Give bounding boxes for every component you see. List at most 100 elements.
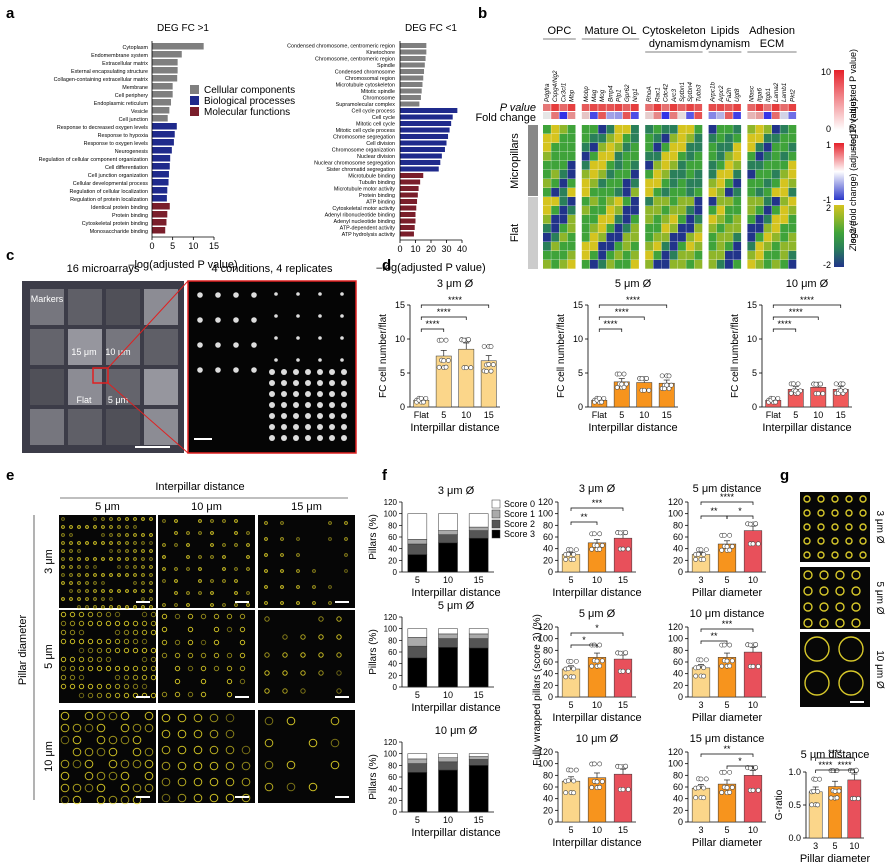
pillar-ring <box>61 549 65 553</box>
pillar-ring <box>69 597 73 601</box>
zscore-cell <box>755 134 764 143</box>
stacked-segment <box>438 633 458 639</box>
pillar-ring <box>239 652 246 659</box>
category-label: Identical protein binding <box>91 205 148 211</box>
x-tick-label: 10 <box>410 244 420 254</box>
y-tick-label: 0 <box>678 692 683 702</box>
pillar-ring <box>213 613 220 620</box>
bar <box>400 205 417 211</box>
pvalue-cell <box>733 104 741 111</box>
bar <box>400 218 416 224</box>
data-point <box>597 546 603 552</box>
pillar-ring <box>803 618 813 628</box>
category-label: Cell cycle <box>372 115 395 121</box>
pillar-ring <box>133 557 137 561</box>
pillar-ring <box>69 533 73 537</box>
gene-label: RhoA <box>646 86 653 102</box>
subplot-title: 15 μm distance <box>690 733 765 745</box>
sig-bracket <box>570 632 624 636</box>
pillar-ring <box>264 616 270 622</box>
x-tick-label: 5 <box>568 825 573 835</box>
pillar-ring <box>859 523 867 531</box>
pillar-ring <box>141 549 145 553</box>
pillar-dot <box>293 435 299 441</box>
data-point <box>668 382 674 388</box>
zscore-cell <box>551 206 560 215</box>
category-label: External encapsulating structure <box>71 69 148 75</box>
microarray-square <box>68 409 102 445</box>
pillar-ring <box>300 652 306 658</box>
pvalue-cell <box>694 104 703 111</box>
pillar-ring <box>96 647 103 654</box>
zscore-cell <box>763 134 772 143</box>
y-axis-title: FC cell number/flat <box>378 314 389 398</box>
stacked-segment <box>407 645 428 659</box>
category-label: Cell cycle process <box>352 109 396 115</box>
zscore-cell <box>669 251 678 260</box>
pillar-ring <box>61 525 65 529</box>
zscore-cell <box>788 143 797 152</box>
zscore-cell <box>755 170 764 179</box>
zscore-cell <box>678 125 686 134</box>
zscore-cell <box>543 143 551 152</box>
zscore-cell <box>567 170 576 179</box>
zscore-cell <box>559 260 568 269</box>
data-point <box>597 663 603 669</box>
zscore-cell <box>669 215 678 224</box>
panel-e-title: Interpillar distance <box>155 481 244 493</box>
data-point <box>617 371 622 377</box>
pillar-ring <box>84 783 94 793</box>
pillar-ring <box>85 541 89 545</box>
category-label: Endoplasmic reticulum <box>94 101 149 107</box>
zscore-cell <box>763 179 772 188</box>
pillar-ring <box>77 549 81 553</box>
pillar-ring <box>84 747 94 757</box>
data-point <box>698 547 704 553</box>
x-tick-label: 5 <box>619 410 624 420</box>
pvalue-cell <box>678 104 686 111</box>
zscore-cell <box>622 251 631 260</box>
pillar-ring <box>209 761 219 771</box>
pillar-ring <box>125 549 129 553</box>
x-tick-label: 20 <box>426 244 436 254</box>
gene-label: Rac1 <box>654 87 661 102</box>
gene-label: Lama2 <box>773 82 780 102</box>
pvalue-cell <box>598 104 606 111</box>
zscore-cell <box>763 188 772 197</box>
zscore-cell <box>686 215 695 224</box>
x-tick-label: 10 <box>592 575 602 585</box>
zscore-cell <box>678 188 686 197</box>
pillar-ring <box>177 761 187 771</box>
pillar-ring <box>117 541 121 545</box>
zscore-cell <box>669 242 678 251</box>
zscore-cell <box>716 233 725 242</box>
x-tick-label: 3 <box>698 575 703 585</box>
category-label: Chromosome <box>363 96 395 102</box>
y-axis-title: G-ratio <box>774 789 785 820</box>
pillar-ring <box>803 586 813 596</box>
sig-bracket <box>726 515 754 519</box>
zscore-cell <box>694 179 703 188</box>
pillar-ring <box>77 597 81 601</box>
array-label: 5 μm <box>108 395 128 405</box>
zscore-cell <box>653 260 662 269</box>
data-point <box>842 388 848 394</box>
pillar-ring <box>859 509 867 517</box>
data-point <box>621 371 627 377</box>
pillar-ring <box>312 601 316 605</box>
zscore-cell <box>661 197 670 206</box>
data-point <box>727 769 733 775</box>
zscore-cell <box>598 206 607 215</box>
zscore-cell <box>686 161 695 170</box>
pillar-ring <box>286 760 296 770</box>
zscore-cell <box>733 134 742 143</box>
zscore-cell <box>543 206 551 215</box>
zscore-cell <box>755 242 764 251</box>
pillar-ring <box>87 692 94 699</box>
pillar-ring <box>819 570 829 580</box>
panel-label-d: d <box>382 257 391 274</box>
pillar-dot <box>269 369 275 375</box>
pillar-ring <box>114 611 121 618</box>
bar <box>400 199 418 204</box>
y-tick-label: 40 <box>543 544 553 554</box>
